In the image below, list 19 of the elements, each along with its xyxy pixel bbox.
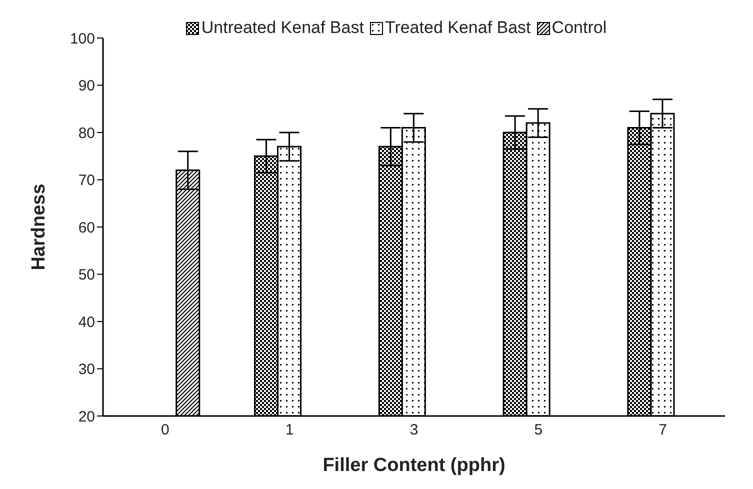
legend-label: Untreated Kenaf Bast	[200, 18, 364, 38]
y-tick-label: 30	[78, 361, 95, 378]
y-tick-label: 90	[78, 78, 95, 95]
x-tick-label: 1	[285, 422, 294, 439]
x-tick-label: 0	[161, 422, 170, 439]
y-tick-label: 100	[70, 30, 95, 48]
y-tick-label: 40	[78, 314, 95, 331]
y-tick-label: 70	[78, 172, 95, 190]
x-axis-title: Filler Content (pphr)	[322, 455, 506, 476]
x-tick-label: 7	[658, 422, 667, 439]
y-tick-label: 20	[78, 408, 95, 426]
legend-label: Treated Kenaf Bast	[384, 18, 531, 38]
y-tick-label: 50	[78, 266, 95, 284]
x-tick-label: 5	[534, 422, 543, 439]
y-tick-label: 80	[78, 124, 95, 142]
y-axis-title: Hardness	[28, 184, 50, 270]
x-tick-label: 3	[410, 422, 418, 439]
legend-label: Control	[550, 18, 607, 38]
y-tick-label: 60	[78, 219, 95, 236]
